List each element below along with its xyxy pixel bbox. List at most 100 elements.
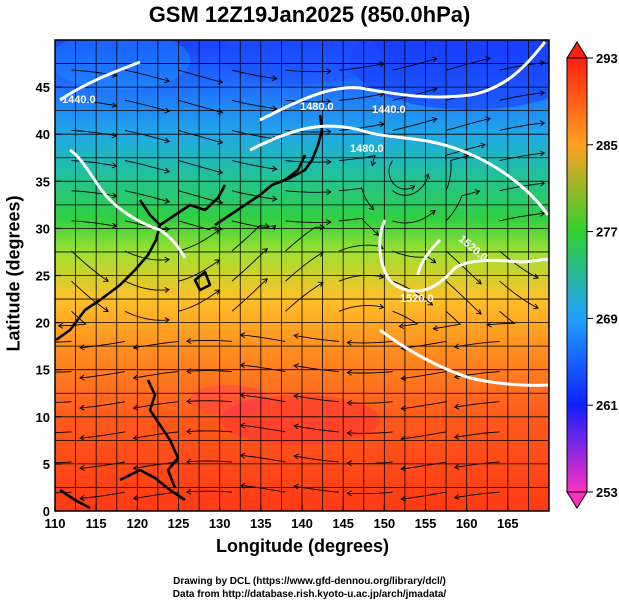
streamline <box>133 371 179 379</box>
streamline <box>178 289 220 312</box>
streamline-arrowhead <box>378 273 385 280</box>
streamline-arrowhead <box>474 189 481 195</box>
streamline <box>79 340 126 349</box>
y-tick-label: 35 <box>36 174 50 189</box>
streamline <box>347 371 393 374</box>
streamline-arrowhead <box>318 281 324 287</box>
streamline <box>401 431 447 440</box>
streamline <box>71 190 117 197</box>
contour-label: 1480.0 <box>350 143 384 155</box>
streamline <box>186 340 233 342</box>
streamline <box>338 217 379 236</box>
streamline <box>294 395 340 403</box>
x-tick-label: 145 <box>332 516 354 531</box>
y-tick-label: 25 <box>36 269 50 284</box>
colorbar: 253 261 269 277 285 293 <box>566 41 618 509</box>
streamline-arrowhead <box>26 399 31 404</box>
streamline <box>433 310 462 330</box>
streamline-arrowhead <box>539 90 546 97</box>
streamline-arrowhead <box>453 494 460 501</box>
streamline-arrowhead <box>185 458 192 465</box>
streamline <box>231 190 277 200</box>
streamline-arrowhead <box>164 256 170 263</box>
streamline <box>499 122 545 131</box>
streamline <box>347 461 393 464</box>
streamline <box>186 370 233 373</box>
streamline <box>133 491 179 500</box>
streamline <box>285 282 324 312</box>
streamline-arrowhead <box>79 465 85 471</box>
streamline-arrowhead <box>164 137 171 144</box>
streamline <box>178 259 220 282</box>
wind-streamlines <box>26 56 546 502</box>
streamline <box>178 229 220 252</box>
coastlines <box>55 114 324 510</box>
streamline-arrowhead <box>373 230 380 236</box>
y-tick-label: 40 <box>36 127 50 142</box>
streamline <box>338 187 374 211</box>
credit-data: Data from http://database.rish.kyoto-u.a… <box>172 589 447 600</box>
streamline-arrowhead <box>326 189 332 196</box>
colorbar-tick-label: 293 <box>596 51 618 66</box>
streamline <box>178 220 223 231</box>
colorbar-tick-label: 285 <box>596 138 618 153</box>
streamline <box>186 490 233 493</box>
y-tick-label: 0 <box>43 504 50 519</box>
streamline <box>79 401 126 409</box>
streamline-arrowhead <box>533 303 539 310</box>
streamline-arrowhead <box>346 369 352 376</box>
streamline <box>285 69 331 73</box>
streamline-arrowhead <box>370 160 377 167</box>
streamline-arrowhead <box>271 75 278 82</box>
streamline <box>231 99 277 110</box>
streamline-arrowhead <box>26 339 31 344</box>
streamline <box>285 190 331 193</box>
streamline <box>499 152 545 162</box>
y-tick-label: 10 <box>36 410 50 425</box>
streamline-arrowhead <box>346 400 352 406</box>
streamline-arrowhead <box>346 460 352 467</box>
x-tick-label: 135 <box>250 516 272 531</box>
colorbar-top-arrow <box>566 41 588 59</box>
x-axis-label: Longitude (degrees) <box>215 536 389 556</box>
streamline-arrowhead <box>26 459 31 464</box>
streamline-arrowhead <box>185 398 192 405</box>
streamline-arrowhead <box>79 374 85 381</box>
streamline <box>58 310 87 327</box>
streamline-arrowhead <box>432 325 439 332</box>
streamline <box>445 118 491 131</box>
contour-label: 1440.0 <box>62 94 96 106</box>
streamline <box>124 129 170 142</box>
y-tick-label: 15 <box>36 363 50 378</box>
streamline-arrowhead <box>164 317 170 324</box>
contour-label: 1440.0 <box>372 104 406 116</box>
streamline <box>294 425 340 433</box>
streamline-arrowhead <box>400 495 406 502</box>
streamline-arrowhead <box>185 338 192 344</box>
y-tick-label: 5 <box>43 457 50 472</box>
streamline <box>178 160 223 174</box>
streamline-arrowhead <box>400 465 406 472</box>
streamline-arrowhead <box>293 453 299 460</box>
x-tick-label: 115 <box>86 516 107 531</box>
axis-ticks: 110 115 120 125 130 135 140 145 150 155 160 165 0 5 10… <box>36 80 519 531</box>
streamline-arrowhead <box>271 165 278 172</box>
streamline-arrowhead <box>132 464 139 471</box>
streamline <box>347 340 393 344</box>
streamline-arrowhead <box>539 59 546 66</box>
streamline-arrowhead <box>293 423 299 430</box>
streamline-arrowhead <box>164 197 171 204</box>
streamline <box>240 454 286 463</box>
streamline-arrowhead <box>57 322 64 329</box>
streamline <box>392 58 437 71</box>
streamline <box>55 431 72 433</box>
streamline-arrowhead <box>132 374 139 381</box>
colorbar-bar <box>566 57 588 493</box>
streamline-arrowhead <box>346 430 352 437</box>
streamline <box>445 280 482 315</box>
streamline-arrowhead <box>132 404 139 411</box>
streamline <box>285 99 331 103</box>
streamline <box>79 461 126 469</box>
colorbar-tick-label: 277 <box>596 225 618 240</box>
y-tick-label: 45 <box>36 80 50 95</box>
